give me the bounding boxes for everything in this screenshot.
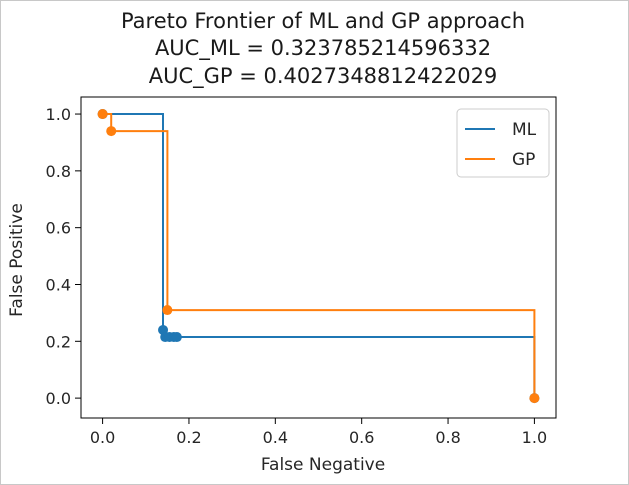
y-tick-label: 0.2 [46,332,71,351]
data-point-gp [106,126,117,137]
data-point-gp [97,109,108,120]
legend-label-gp: GP [512,150,535,170]
y-tick-label: 0.6 [46,219,71,238]
data-point-gp [162,305,173,316]
y-tick-label: 0.8 [46,162,71,181]
x-tick-label: 0.8 [435,428,460,447]
data-point-ml [171,332,182,343]
x-tick-label: 0.0 [90,428,115,447]
x-tick-label: 0.4 [263,428,288,447]
series-line-gp [102,113,536,399]
y-tick-label: 0.0 [46,389,71,408]
data-point-gp [529,393,540,404]
x-tick-label: 0.2 [176,428,201,447]
plot-area: 0.0 0.2 0.4 0.6 0.8 1.0 0.0 0.2 0.4 0.6 0.8 1.0 ML GP [46,96,557,447]
x-axis-label: False Negative [261,455,385,475]
auc-gp-subtitle: AUC_GP = 0.4027348812422029 [149,64,498,89]
x-tick-label: 0.6 [349,428,374,447]
auc-ml-subtitle: AUC_ML = 0.323785214596332 [155,36,491,61]
x-tick-label: 1.0 [522,428,547,447]
legend-label-ml: ML [512,120,537,140]
y-tick-label: 1.0 [46,105,71,124]
y-tick-label: 0.4 [46,275,71,294]
y-axis-label: False Positive [7,203,27,317]
chart-title: Pareto Frontier of ML and GP approach [121,9,525,33]
